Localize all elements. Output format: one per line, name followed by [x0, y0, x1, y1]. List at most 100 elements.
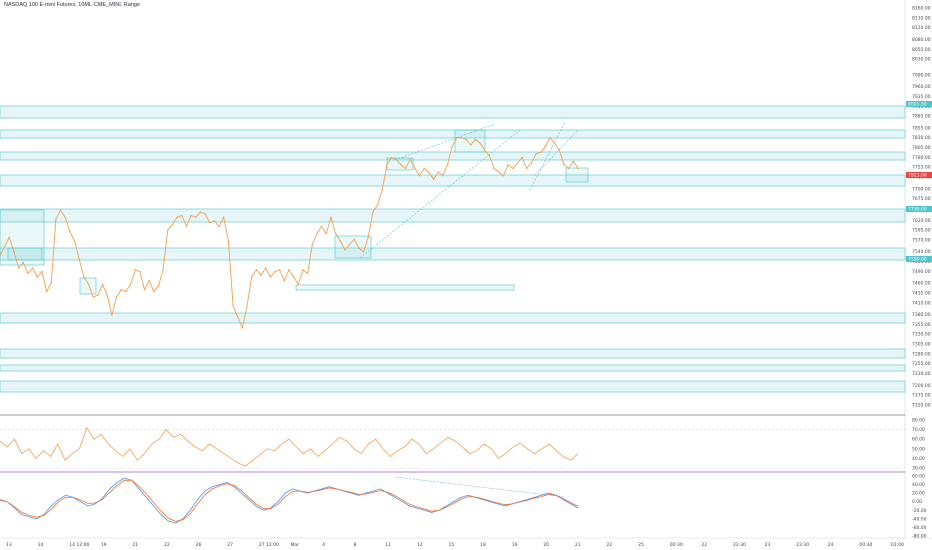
price-tick-label: 7620.00	[912, 218, 931, 224]
time-tick-label: 14 12:00	[69, 542, 89, 548]
time-tick-label: 25	[638, 542, 644, 548]
price-point	[526, 167, 528, 170]
price-point	[437, 171, 439, 173]
price-tag-label: 7823.00	[908, 173, 927, 179]
price-point	[209, 222, 211, 224]
macd-tick-label: 40.00	[912, 482, 925, 488]
price-point	[488, 155, 491, 157]
price-point	[241, 327, 244, 329]
price-tick-label: 7990.00	[912, 72, 931, 78]
price-line	[0, 136, 579, 330]
price-point	[442, 175, 444, 177]
time-tick-label: 19	[101, 542, 107, 548]
price-tick-label: 7855.00	[912, 125, 931, 131]
price-point	[460, 137, 463, 139]
price-tick-label: 8135.00	[912, 15, 931, 21]
rsi-tick-label: 80.00	[912, 418, 925, 424]
price-point	[279, 269, 281, 271]
price-point	[372, 211, 374, 213]
price-point	[265, 267, 267, 269]
price-point	[474, 138, 477, 141]
trend-line	[359, 129, 521, 259]
price-point	[316, 232, 318, 235]
price-point	[120, 289, 122, 291]
price-point	[400, 164, 402, 166]
price-point	[302, 269, 304, 271]
price-point	[493, 167, 495, 170]
price-point	[227, 240, 230, 242]
price-point	[134, 269, 136, 271]
price-point	[362, 251, 365, 253]
rsi-tick-label: 60.00	[912, 437, 925, 443]
macd-tick-label: -40.00	[912, 516, 927, 522]
price-point	[334, 232, 337, 235]
zone-band	[0, 129, 906, 139]
price-point	[330, 216, 332, 218]
time-tick-label: 24	[828, 542, 834, 548]
zone-band	[0, 380, 906, 393]
price-point	[55, 218, 57, 220]
price-tick-label: 7380.00	[912, 312, 931, 318]
consolidation-box	[7, 247, 43, 261]
price-point	[190, 214, 192, 217]
price-point	[3, 245, 6, 247]
price-point	[162, 269, 164, 271]
price-point	[549, 137, 551, 139]
price-point	[36, 276, 38, 278]
price-tick-label: 7675.00	[912, 196, 931, 202]
price-tick-label: 7830.00	[912, 135, 931, 141]
macd-tick-label: 20.00	[912, 491, 925, 497]
macd-tick-label: 0.00	[912, 499, 922, 505]
price-tick-label: 7700.00	[912, 186, 931, 192]
price-point	[348, 243, 351, 246]
price-tick-label: 7200.00	[912, 383, 931, 389]
price-point	[97, 294, 99, 296]
price-tick-label: 7175.00	[912, 393, 931, 399]
consolidation-box	[565, 167, 589, 183]
chart-title: NASDAQ 100 E-mini Futures, 10ML-CME_MINI…	[4, 2, 141, 8]
consolidation-box	[0, 209, 45, 266]
time-tick-label: 4	[322, 542, 325, 548]
consolidation-box	[454, 129, 486, 153]
price-point	[512, 167, 514, 170]
price-point	[64, 216, 67, 218]
price-point	[111, 314, 113, 316]
price-tick-label: 8055.00	[912, 47, 931, 53]
time-tick-label: 00:30	[670, 542, 683, 548]
price-point	[577, 167, 579, 170]
price-tick-label: 7435.00	[912, 290, 931, 296]
zone-band	[0, 312, 906, 324]
price-point	[465, 138, 467, 141]
time-tick-label: 23:30	[796, 542, 809, 548]
price-point	[269, 276, 272, 278]
time-tick-label: 19	[512, 542, 518, 548]
price-point	[237, 316, 239, 318]
price-point	[353, 238, 355, 240]
price-tick-label: 7805.00	[912, 145, 931, 151]
rsi-line	[0, 426, 579, 467]
price-tick-label: 7460.00	[912, 281, 931, 287]
price-tick-label: 8160.00	[912, 6, 931, 12]
price-point	[283, 280, 285, 282]
trend-line	[394, 123, 496, 161]
price-tick-label: 7330.00	[912, 332, 931, 338]
price-point	[367, 236, 369, 238]
price-point	[255, 269, 258, 271]
price-point	[157, 285, 160, 287]
price-point	[423, 167, 425, 170]
price-point	[92, 296, 94, 298]
price-point	[306, 272, 309, 275]
price-point	[223, 216, 225, 218]
price-tick-label: 7935.00	[912, 94, 931, 100]
price-tag	[906, 172, 932, 178]
time-tick-label: 23	[765, 542, 771, 548]
price-point	[87, 283, 90, 285]
price-tick-label: 8080.00	[912, 37, 931, 43]
price-tag-label: 8001.50	[908, 102, 927, 108]
price-tick-label: 7960.00	[912, 84, 931, 90]
price-point	[339, 240, 341, 242]
price-point	[148, 280, 150, 282]
time-tick-label: 27 12:00	[259, 542, 279, 548]
